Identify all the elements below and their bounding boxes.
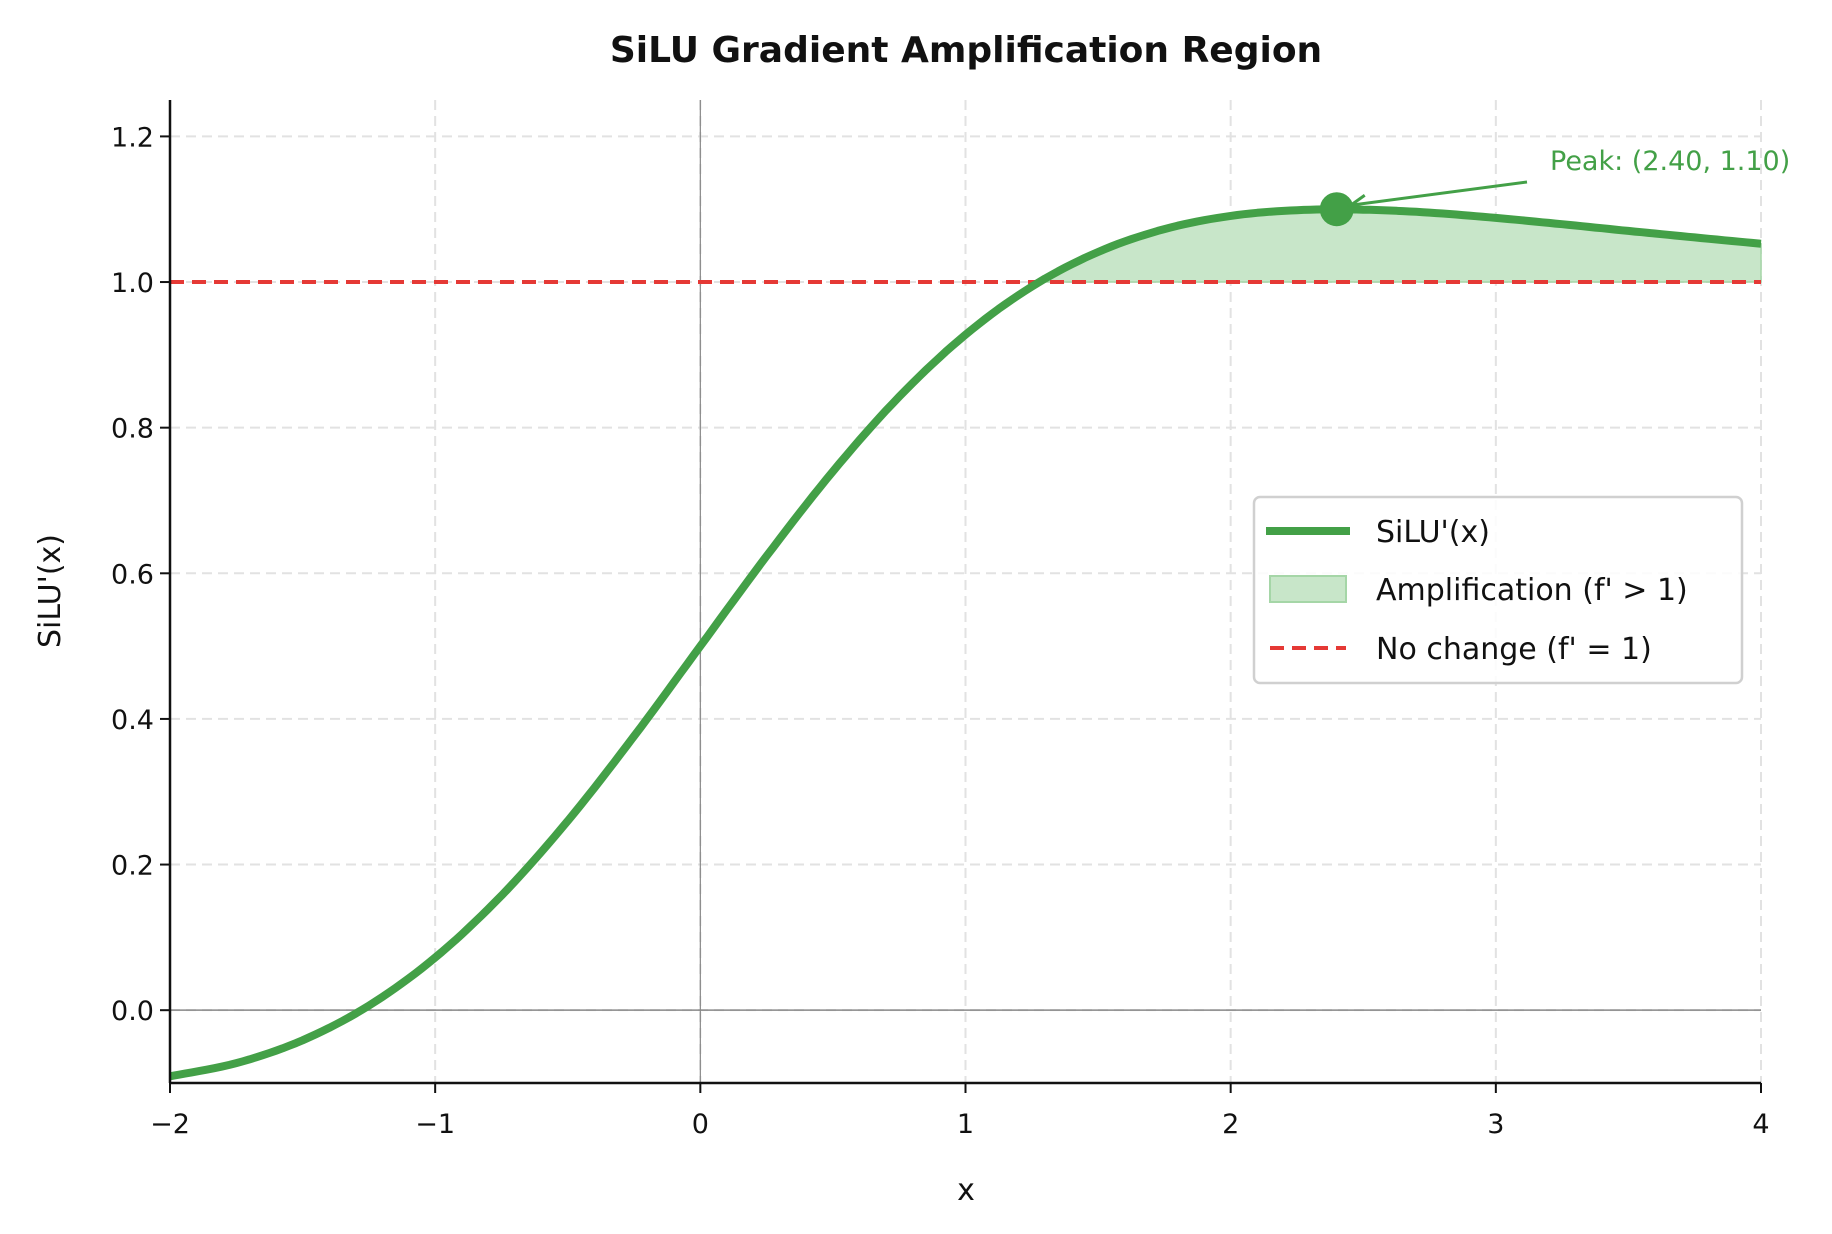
- y-axis-label: SiLU'(x): [33, 534, 68, 648]
- y-tick-label: 0.0: [111, 996, 154, 1027]
- chart-title: SiLU Gradient Amplification Region: [610, 30, 1322, 71]
- y-tick-label: 0.2: [111, 851, 154, 882]
- x-tick-label: 0: [692, 1109, 709, 1140]
- x-tick-label: 2: [1222, 1109, 1239, 1140]
- y-tick-label: 0.4: [111, 705, 154, 736]
- legend-label-fill: Amplification (f' > 1): [1376, 573, 1688, 608]
- y-tick-label: 0.8: [111, 414, 154, 445]
- peak-annotation: Peak: (2.40, 1.10): [1550, 146, 1790, 177]
- y-tick-label: 1.2: [111, 122, 154, 153]
- x-tick-label: −1: [415, 1109, 455, 1140]
- x-axis-label: x: [957, 1173, 975, 1208]
- arrow-shaft: [1350, 180, 1528, 207]
- x-tick-label: 4: [1752, 1109, 1769, 1140]
- y-tick-label: 0.6: [111, 559, 154, 590]
- legend-label-reference: No change (f' = 1): [1376, 632, 1652, 667]
- legend: SiLU'(x) Amplification (f' > 1) No chang…: [1252, 495, 1744, 685]
- x-tick-label: 1: [957, 1109, 974, 1140]
- zero-lines: [170, 100, 1761, 1083]
- y-ticks: 0.0 0.2 0.4 0.6 0.8 1.0 1.2: [111, 122, 170, 1027]
- legend-swatch-fill: [1269, 575, 1347, 603]
- arrow-head: [1347, 194, 1368, 211]
- amplification-fill: [1036, 208, 1762, 283]
- legend-label-series: SiLU'(x): [1376, 515, 1490, 550]
- legend-box: [1252, 495, 1744, 685]
- silu-derivative-line: [169, 205, 1762, 1081]
- x-ticks: −2 −1 0 1 2 3 4: [150, 1083, 1770, 1140]
- peak-marker: [1319, 192, 1354, 227]
- peak-annotation-arrow: [1347, 180, 1528, 211]
- x-tick-label: 3: [1487, 1109, 1504, 1140]
- x-tick-label: −2: [150, 1109, 190, 1140]
- y-tick-label: 1.0: [111, 268, 154, 299]
